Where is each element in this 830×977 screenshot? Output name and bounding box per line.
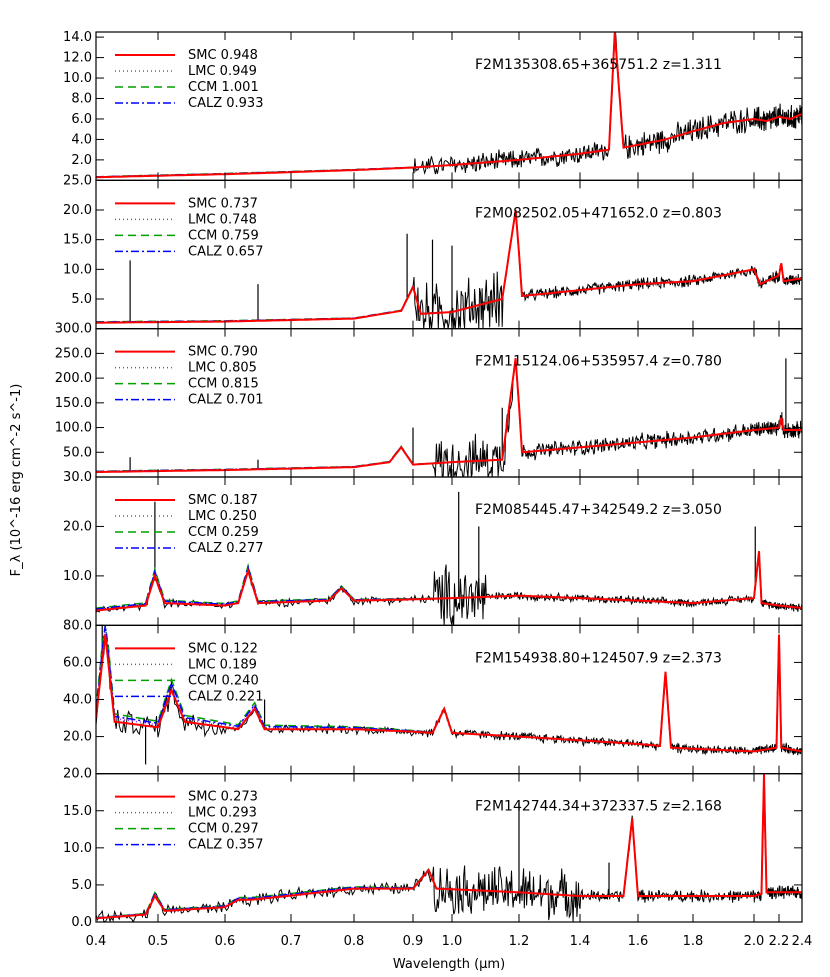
legend-label-calz: CALZ 0.277 [188, 541, 263, 556]
x-tick-label: 0.5 [148, 934, 169, 949]
model-curve-smc [96, 358, 802, 474]
x-tick-label: 1.6 [628, 934, 649, 949]
legend-label-ccm: CCM 0.759 [188, 228, 259, 243]
observed-spectrum [96, 552, 802, 626]
y-tick-label: 150.0 [55, 396, 92, 411]
model-curve-smc [96, 551, 802, 612]
x-tick-label: 2.2 [769, 934, 790, 949]
object-title: F2M085445.47+342549.2 z=3.050 [475, 502, 722, 518]
model-curve-smc [96, 773, 802, 920]
x-tick-label: 0.9 [403, 934, 424, 949]
x-tick-label: 0.6 [215, 934, 236, 949]
panel-plot-area [96, 209, 802, 329]
y-tick-label: 50.0 [63, 445, 92, 460]
x-tick-label: 0.8 [344, 934, 365, 949]
y-tick-label: 20.0 [63, 730, 92, 745]
legend-label-lmc: LMC 0.805 [188, 361, 257, 376]
panel-plot-area [96, 625, 802, 765]
legend-label-calz: CALZ 0.357 [188, 838, 263, 853]
panel-plot-area [96, 358, 802, 477]
legend-label-smc: SMC 0.122 [188, 641, 258, 656]
legend-label-ccm: CCM 1.001 [188, 80, 259, 95]
legend-label-lmc: LMC 0.250 [188, 509, 257, 524]
y-axis-label: F_λ (10^-16 erg cm^-2 s^-1) [9, 384, 24, 577]
legend-label-calz: CALZ 0.657 [188, 244, 263, 259]
y-tick-label: 5.0 [71, 292, 92, 307]
legend-label-calz: CALZ 0.701 [188, 393, 263, 408]
y-tick-label: 20.0 [63, 767, 92, 782]
x-tick-label: 1.2 [509, 934, 530, 949]
x-tick-label: 1.4 [570, 934, 591, 949]
y-tick-label: 20.0 [63, 203, 92, 218]
y-tick-label: 12.0 [63, 51, 92, 66]
legend-label-smc: SMC 0.737 [188, 196, 258, 211]
y-tick-label: 300.0 [55, 322, 92, 337]
legend-label-smc: SMC 0.948 [188, 48, 258, 63]
x-tick-label: 1.8 [683, 934, 704, 949]
x-tick-label: 2.4 [792, 934, 813, 949]
y-tick-label: 6.0 [71, 112, 92, 127]
legend-label-lmc: LMC 0.293 [188, 806, 257, 821]
y-tick-label: 250.0 [55, 346, 92, 361]
y-tick-label: 4.0 [71, 132, 92, 147]
object-title: F2M154938.80+124507.9 z=2.373 [475, 650, 722, 666]
panel-plot-area [96, 491, 802, 626]
y-tick-label: 15.0 [63, 233, 92, 248]
legend-label-smc: SMC 0.187 [188, 493, 258, 508]
model-curve-smc [96, 209, 802, 324]
legend-label-smc: SMC 0.273 [188, 790, 258, 805]
y-tick-label: 8.0 [71, 91, 92, 106]
legend-label-calz: CALZ 0.933 [188, 96, 263, 111]
model-curve-smc [96, 32, 802, 179]
legend-label-ccm: CCM 0.259 [188, 525, 259, 540]
panel-3: 50.0 100.0 150.0 200.0 250.0 300.0 SMC 0.790LM… [55, 322, 803, 478]
y-tick-label: 14.0 [63, 30, 92, 45]
legend-label-ccm: CCM 0.815 [188, 377, 259, 392]
panel-plot-area [96, 32, 802, 179]
x-tick-label: 0.4 [86, 934, 107, 949]
y-tick-label: 80.0 [63, 618, 92, 633]
legend-label-smc: SMC 0.790 [188, 345, 258, 360]
x-tick-label: 2.0 [744, 934, 765, 949]
y-tick-label: 100.0 [55, 421, 92, 436]
y-tick-label: 10.0 [63, 262, 92, 277]
y-tick-label: 5.0 [71, 878, 92, 893]
object-title: F2M135308.65+365751.2 z=1.311 [475, 57, 722, 73]
y-tick-label: 25.0 [63, 173, 92, 188]
y-tick-label: 0.0 [71, 915, 92, 930]
legend-label-lmc: LMC 0.748 [188, 212, 257, 227]
x-axis-label: Wavelength (μm) [393, 957, 505, 972]
model-curve-smc [96, 634, 802, 753]
x-tick-label: 1.0 [442, 934, 463, 949]
y-tick-label: 10.0 [63, 71, 92, 86]
legend-label-ccm: CCM 0.240 [188, 673, 259, 688]
y-tick-label: 10.0 [63, 841, 92, 856]
legend-label-calz: CALZ 0.221 [188, 689, 263, 704]
y-tick-label: 30.0 [63, 470, 92, 485]
legend-label-ccm: CCM 0.297 [188, 822, 259, 837]
object-title: F2M082502.05+471652.0 z=0.803 [475, 205, 722, 221]
legend-label-lmc: LMC 0.189 [188, 657, 257, 672]
y-tick-label: 40.0 [63, 693, 92, 708]
x-tick-label: 0.7 [281, 934, 302, 949]
object-title: F2M115124.06+535957.4 z=0.780 [475, 354, 722, 370]
y-tick-label: 60.0 [63, 655, 92, 670]
y-tick-label: 20.0 [63, 519, 92, 534]
legend-label-lmc: LMC 0.949 [188, 64, 257, 79]
y-tick-label: 10.0 [63, 569, 92, 584]
y-tick-label: 15.0 [63, 804, 92, 819]
panel-plot-area [96, 773, 802, 923]
y-tick-label: 2.0 [71, 153, 92, 168]
y-tick-label: 200.0 [55, 371, 92, 386]
object-title: F2M142744.34+372337.5 z=2.168 [475, 799, 722, 815]
